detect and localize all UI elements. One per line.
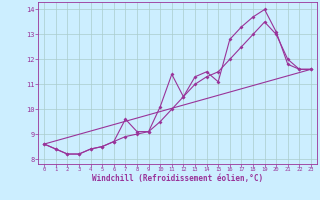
X-axis label: Windchill (Refroidissement éolien,°C): Windchill (Refroidissement éolien,°C) — [92, 174, 263, 183]
